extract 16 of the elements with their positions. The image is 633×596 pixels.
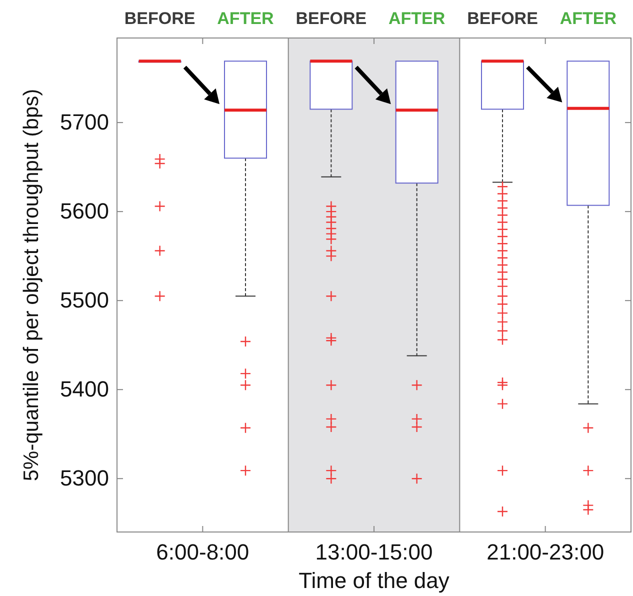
x-tick-label: 13:00-15:00 (315, 540, 433, 565)
y-tick-label: 5500 (60, 288, 109, 313)
y-tick-label: 5600 (60, 198, 109, 224)
series-label: AFTER (560, 9, 617, 28)
text: AFTER (217, 9, 274, 28)
x-axis-title: Time of the day (298, 568, 450, 593)
y-axis-title: 5%-quantile of per object throughput (bps) (20, 88, 43, 482)
text: BEFORE (467, 9, 538, 28)
x-tick-label: 6:00-8:00 (156, 540, 250, 565)
text: BEFORE (296, 9, 367, 28)
x-tick-label: 21:00-23:00 (486, 540, 604, 565)
y-tick-label: 5700 (60, 110, 109, 135)
text: BEFORE (124, 9, 196, 28)
y-tick-label: 5300 (60, 466, 109, 491)
text: AFTER (388, 9, 446, 28)
y-tick-label: 5400 (60, 376, 109, 402)
